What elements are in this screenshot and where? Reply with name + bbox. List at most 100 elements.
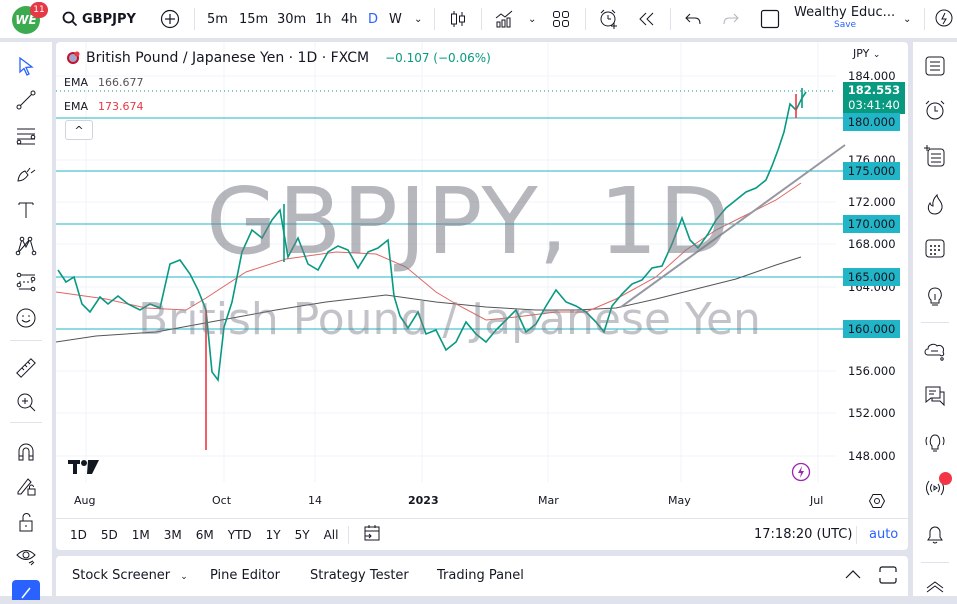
brush-icon: [17, 167, 36, 182]
watchlist-button[interactable]: [921, 52, 949, 80]
range-1d[interactable]: 1D: [70, 527, 87, 542]
price-chart-canvas[interactable]: [56, 42, 908, 518]
pattern-tool[interactable]: [12, 232, 40, 260]
data-window-button[interactable]: [921, 142, 949, 170]
streams-button[interactable]: [921, 428, 949, 456]
chevron-up-icon: [845, 570, 861, 579]
alarm-clock-icon: [925, 100, 945, 120]
timeframe-30m[interactable]: 30m: [277, 11, 307, 27]
chats-button[interactable]: [921, 336, 949, 364]
layout-name-button[interactable]: Wealthy Educ... Save: [794, 5, 896, 30]
quick-search-button[interactable]: [934, 0, 956, 38]
trend-line-tool[interactable]: [12, 86, 40, 114]
magnet-tool[interactable]: [12, 438, 40, 466]
ema-legend-1[interactable]: EMA 166.677: [64, 76, 144, 89]
timeframe-5m[interactable]: 5m: [207, 11, 228, 27]
range-1y[interactable]: 1Y: [265, 527, 281, 542]
go-to-date-button[interactable]: [363, 524, 381, 545]
create-alert-button[interactable]: [598, 0, 620, 38]
utc-clock[interactable]: 17:18:20 (UTC): [754, 527, 853, 542]
hline-label-180[interactable]: 180.000: [843, 113, 900, 131]
forecasting-tool[interactable]: [12, 268, 40, 296]
lock-drawing-tool[interactable]: [12, 472, 40, 500]
hline-label-165[interactable]: 165.000: [843, 268, 900, 286]
zoom-in-tool[interactable]: [12, 388, 40, 416]
fullscreen-toggle[interactable]: [760, 0, 780, 38]
tab-trading-panel[interactable]: Trading Panel: [437, 568, 524, 583]
alerts-button[interactable]: [921, 96, 949, 124]
ideas-button[interactable]: [921, 282, 949, 310]
range-1m[interactable]: 1M: [131, 527, 150, 542]
layout-button[interactable]: [552, 0, 570, 38]
flame-icon: [927, 193, 943, 215]
chart-type-button[interactable]: [449, 0, 467, 38]
message-bubbles-icon: [925, 386, 945, 407]
layout-dropdown[interactable]: ⌄: [903, 0, 911, 38]
currency-selector[interactable]: JPY ⌄: [853, 47, 881, 60]
tab-pine-editor[interactable]: Pine Editor: [210, 568, 281, 583]
range-3m[interactable]: 3M: [163, 527, 182, 542]
indicators-icon: [495, 10, 513, 28]
timeframe-15m[interactable]: 15m: [239, 11, 269, 27]
tab-stock-screener[interactable]: Stock Screener ⌄: [72, 568, 188, 583]
symbol-search-button[interactable]: GBPJPY: [62, 0, 136, 38]
timeframe-4h[interactable]: 4h: [341, 11, 358, 27]
timeframe-dropdown[interactable]: ⌄: [414, 0, 422, 38]
notifications-button[interactable]: [921, 520, 949, 548]
date-range-bar: 1D 5D 1M 3M 6M YTD 1Y 5Y All 17:18:20 (U…: [56, 518, 908, 550]
range-5d[interactable]: 5D: [100, 527, 118, 542]
events-button[interactable]: [791, 462, 811, 486]
bell-icon: [927, 526, 943, 544]
settings-hexagon-icon: [868, 494, 886, 508]
range-6m[interactable]: 6M: [195, 527, 214, 542]
maximize-panel-button[interactable]: [879, 566, 897, 588]
maximize-icon: [879, 566, 897, 584]
messages-button[interactable]: [921, 382, 949, 410]
time-tick: 2023: [408, 494, 439, 507]
link-tool[interactable]: [12, 580, 40, 600]
hline-label-170[interactable]: 170.000: [843, 215, 900, 233]
legend-collapse-button[interactable]: ^: [65, 120, 93, 140]
time-tick: Oct: [212, 494, 232, 507]
layers-icon: [926, 581, 944, 593]
measure-tool[interactable]: [12, 354, 40, 382]
ema-legend-2[interactable]: EMA 173.674: [64, 100, 144, 113]
timeframe-1h[interactable]: 1h: [315, 11, 332, 27]
timeframe-w[interactable]: W: [389, 11, 402, 27]
expand-panel-button[interactable]: [844, 568, 862, 584]
emoji-tool[interactable]: [12, 304, 40, 332]
cursor-tool[interactable]: [12, 52, 40, 80]
ema-slow-line: [56, 256, 802, 343]
hline-label-175[interactable]: 175.000: [843, 162, 900, 180]
range-all[interactable]: All: [323, 527, 339, 542]
hotlists-button[interactable]: [921, 190, 949, 218]
calendar-button[interactable]: [921, 234, 949, 262]
range-ytd[interactable]: YTD: [227, 527, 252, 542]
indicators-dropdown[interactable]: ⌄: [528, 0, 536, 38]
hline-label-160[interactable]: 160.000: [843, 320, 900, 338]
range-5y[interactable]: 5Y: [294, 527, 310, 542]
text-tool[interactable]: [12, 196, 40, 224]
tab-strategy-tester[interactable]: Strategy Tester: [310, 568, 409, 583]
forecast-icon: [16, 272, 36, 292]
hide-drawings-tool[interactable]: [12, 542, 40, 570]
text-icon: [18, 202, 34, 218]
tradingview-logo[interactable]: [68, 456, 100, 480]
price-tick: 172.000: [848, 195, 896, 209]
lock-all-tool[interactable]: [12, 508, 40, 536]
redo-button[interactable]: [722, 0, 740, 38]
brush-tool[interactable]: [12, 160, 40, 188]
indicators-button[interactable]: [494, 0, 516, 38]
layers-button[interactable]: [921, 572, 949, 600]
replay-button[interactable]: [638, 0, 656, 38]
auto-scale-toggle[interactable]: auto: [869, 527, 899, 542]
chart-settings-button[interactable]: [868, 493, 886, 513]
live-stream-button[interactable]: [921, 474, 949, 502]
compare-symbol-button[interactable]: [160, 0, 180, 38]
chart-legend[interactable]: British Pound / Japanese Yen · 1D · FXCM…: [66, 50, 491, 66]
horizontal-lines-tool[interactable]: [12, 122, 40, 150]
undo-button[interactable]: [684, 0, 702, 38]
broadcast-bulb-icon: [925, 434, 945, 452]
chart-pane[interactable]: GBPJPY, 1D British Pound / Japanese Yen …: [56, 42, 908, 550]
timeframe-d[interactable]: D: [368, 11, 379, 27]
